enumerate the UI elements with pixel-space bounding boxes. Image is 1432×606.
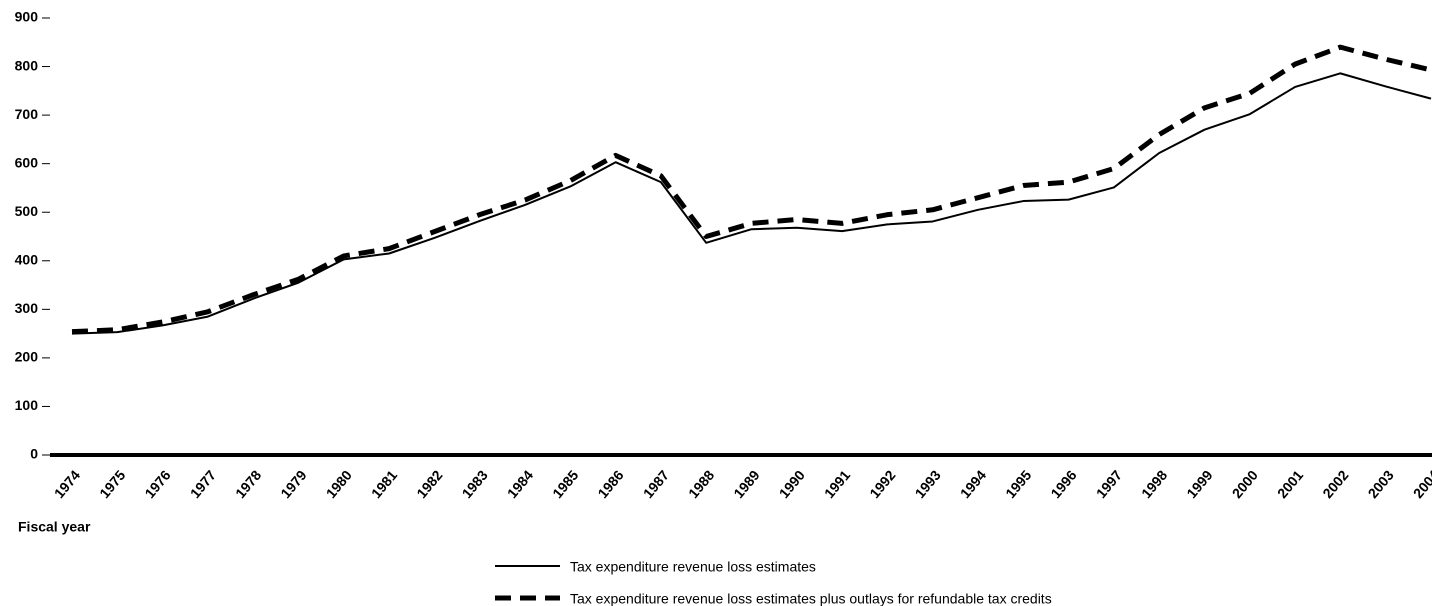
y-tick-label: 300 xyxy=(15,300,39,316)
x-tick-label: 1981 xyxy=(368,467,400,501)
x-tick-label: 2004 xyxy=(1410,467,1432,501)
y-tick-label: 400 xyxy=(15,251,39,267)
x-tick-label: 1989 xyxy=(730,467,762,501)
x-tick-label: 1988 xyxy=(685,467,717,501)
x-tick-label: 1976 xyxy=(141,467,173,501)
x-tick-label: 1983 xyxy=(459,467,491,501)
x-tick-label: 1984 xyxy=(504,467,536,501)
x-tick-label: 1998 xyxy=(1138,467,1170,501)
x-tick-label: 1975 xyxy=(96,467,128,501)
x-tick-label: 2003 xyxy=(1365,467,1397,501)
y-tick-label: 100 xyxy=(15,397,39,413)
x-tick-label: 1997 xyxy=(1093,467,1125,501)
line-series xyxy=(71,44,1432,335)
x-tick-label: 1991 xyxy=(821,467,853,501)
x-tick-label: 1979 xyxy=(277,467,309,501)
x-tick-label: 1985 xyxy=(549,467,581,501)
x-tick-label: 1996 xyxy=(1047,467,1079,501)
x-tick-label: 1995 xyxy=(1002,467,1034,501)
y-tick-label: 800 xyxy=(15,57,39,73)
x-tick-label: 1974 xyxy=(51,467,83,501)
y-tick-label: 700 xyxy=(15,106,39,122)
x-tick-label: 1986 xyxy=(594,467,626,501)
x-tick-label: 1980 xyxy=(323,467,355,501)
y-tick-label: 900 xyxy=(15,9,39,25)
x-tick-label: 1982 xyxy=(413,467,445,501)
y-tick-label: 500 xyxy=(15,203,39,219)
x-tick-label: 1993 xyxy=(912,467,944,501)
x-tick-label: 2001 xyxy=(1274,467,1306,501)
x-tick-label: 1999 xyxy=(1183,467,1215,501)
x-tick-label: 1992 xyxy=(866,467,898,501)
y-tick-label: 0 xyxy=(30,446,38,462)
x-tick-label: 1990 xyxy=(776,467,808,501)
x-tick-label: 1994 xyxy=(957,467,989,501)
x-tick-label: 2000 xyxy=(1229,467,1261,501)
x-tick-label: 1977 xyxy=(187,467,219,501)
y-tick-label: 200 xyxy=(15,349,39,365)
y-tick-label: 600 xyxy=(15,154,39,170)
legend-label: Tax expenditure revenue loss estimates xyxy=(570,559,816,575)
line-series xyxy=(71,72,1432,335)
x-tick-label: 1987 xyxy=(640,467,672,501)
legend-label: Tax expenditure revenue loss estimates p… xyxy=(570,591,1052,606)
x-tick-label: 2002 xyxy=(1319,467,1351,501)
x-tick-label: 1978 xyxy=(232,467,264,501)
x-axis-label: Fiscal year xyxy=(18,519,91,535)
